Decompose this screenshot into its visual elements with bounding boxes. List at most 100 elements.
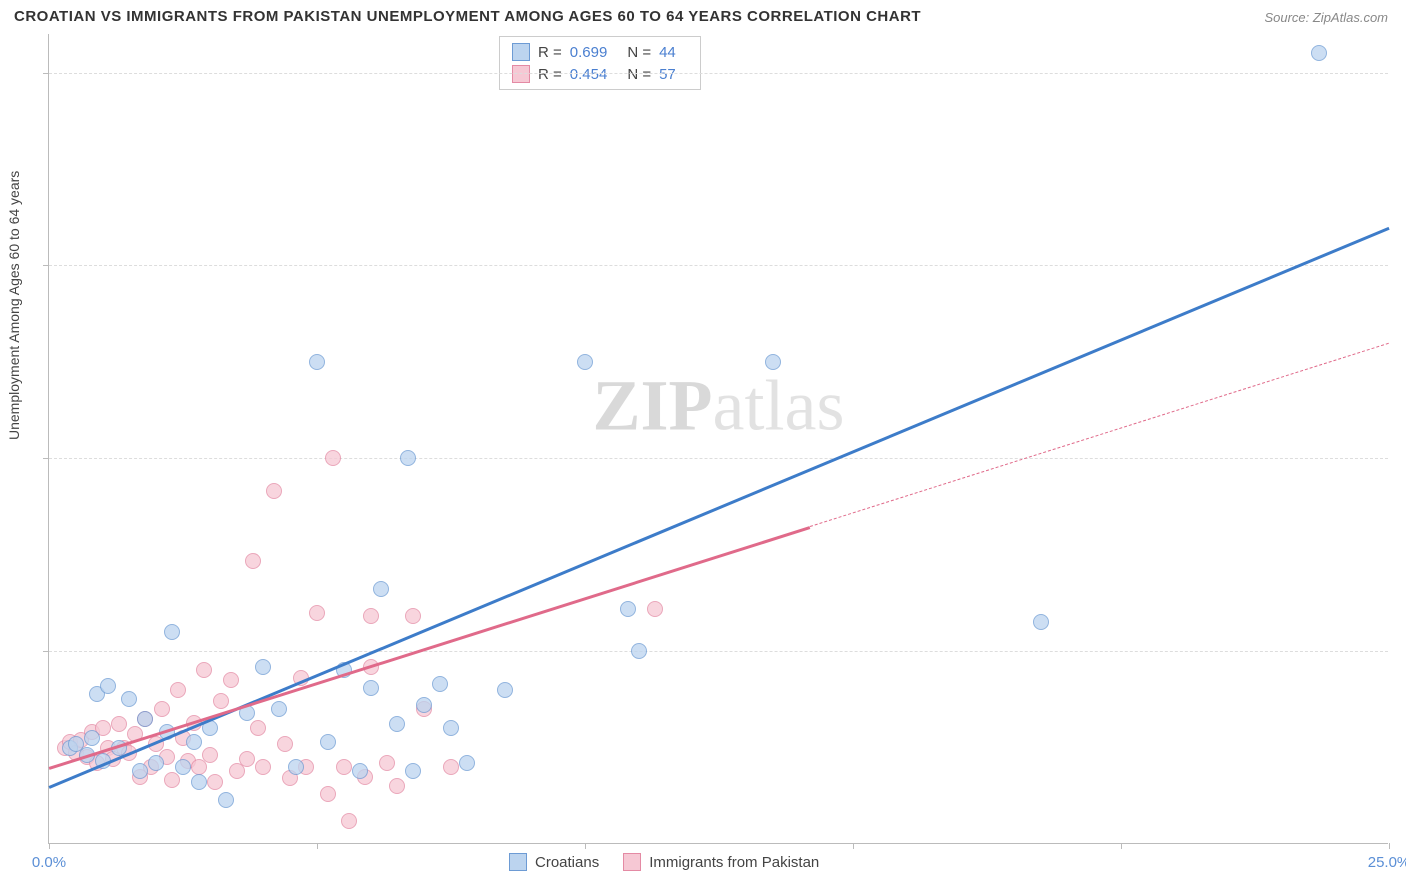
data-point	[245, 553, 261, 569]
x-tick-mark	[49, 843, 50, 849]
data-point	[250, 720, 266, 736]
gridline	[49, 458, 1388, 459]
stats-row-pakistan: R = 0.454 N = 57	[512, 63, 688, 85]
data-point	[132, 763, 148, 779]
gridline	[49, 651, 1388, 652]
data-point	[1311, 45, 1327, 61]
data-point	[223, 672, 239, 688]
data-point	[352, 763, 368, 779]
x-tick-mark	[1389, 843, 1390, 849]
y-tick-mark	[43, 651, 49, 652]
data-point	[277, 736, 293, 752]
data-point	[255, 759, 271, 775]
swatch-icon	[512, 43, 530, 61]
r-value: 0.699	[570, 44, 608, 61]
x-tick-label: 25.0%	[1368, 854, 1406, 871]
data-point	[111, 716, 127, 732]
source-attribution: Source: ZipAtlas.com	[1264, 10, 1388, 25]
bottom-legend: Croatians Immigrants from Pakistan	[509, 853, 819, 871]
data-point	[389, 716, 405, 732]
data-point	[379, 755, 395, 771]
chart-title: CROATIAN VS IMMIGRANTS FROM PAKISTAN UNE…	[14, 8, 921, 25]
n-label: N =	[627, 66, 651, 83]
gridline	[49, 73, 1388, 74]
data-point	[202, 747, 218, 763]
data-point	[497, 682, 513, 698]
data-point	[84, 730, 100, 746]
y-tick-mark	[43, 265, 49, 266]
stats-legend: R = 0.699 N = 44 R = 0.454 N = 57	[499, 36, 701, 90]
data-point	[266, 483, 282, 499]
data-point	[363, 608, 379, 624]
gridline	[49, 265, 1388, 266]
r-label: R =	[538, 44, 562, 61]
n-value: 57	[659, 66, 676, 83]
y-tick-mark	[43, 73, 49, 74]
stats-row-croatians: R = 0.699 N = 44	[512, 41, 688, 63]
data-point	[288, 759, 304, 775]
data-point	[320, 734, 336, 750]
n-value: 44	[659, 44, 676, 61]
data-point	[405, 763, 421, 779]
data-point	[336, 759, 352, 775]
data-point	[309, 354, 325, 370]
data-point	[1033, 614, 1049, 630]
data-point	[631, 643, 647, 659]
y-axis-label: Unemployment Among Ages 60 to 64 years	[6, 171, 22, 440]
data-point	[100, 678, 116, 694]
watermark: ZIPatlas	[593, 365, 845, 448]
x-tick-mark	[317, 843, 318, 849]
data-point	[154, 701, 170, 717]
legend-label: Immigrants from Pakistan	[649, 854, 819, 871]
data-point	[373, 581, 389, 597]
data-point	[207, 774, 223, 790]
data-point	[363, 680, 379, 696]
data-point	[325, 450, 341, 466]
data-point	[239, 751, 255, 767]
data-point	[432, 676, 448, 692]
data-point	[405, 608, 421, 624]
data-point	[320, 786, 336, 802]
data-point	[218, 792, 234, 808]
data-point	[309, 605, 325, 621]
data-point	[196, 662, 212, 678]
swatch-icon	[623, 853, 641, 871]
data-point	[765, 354, 781, 370]
data-point	[577, 354, 593, 370]
data-point	[164, 772, 180, 788]
data-point	[443, 720, 459, 736]
legend-item-pakistan: Immigrants from Pakistan	[623, 853, 819, 871]
swatch-icon	[512, 65, 530, 83]
data-point	[191, 774, 207, 790]
trend-line	[49, 526, 811, 769]
x-tick-mark	[853, 843, 854, 849]
data-point	[389, 778, 405, 794]
x-tick-label: 0.0%	[32, 854, 66, 871]
data-point	[213, 693, 229, 709]
data-point	[620, 601, 636, 617]
data-point	[459, 755, 475, 771]
data-point	[137, 711, 153, 727]
data-point	[400, 450, 416, 466]
r-label: R =	[538, 66, 562, 83]
data-point	[416, 697, 432, 713]
data-point	[271, 701, 287, 717]
r-value: 0.454	[570, 66, 608, 83]
data-point	[255, 659, 271, 675]
data-point	[647, 601, 663, 617]
swatch-icon	[509, 853, 527, 871]
data-point	[186, 734, 202, 750]
legend-item-croatians: Croatians	[509, 853, 599, 871]
data-point	[170, 682, 186, 698]
data-point	[148, 755, 164, 771]
n-label: N =	[627, 44, 651, 61]
x-tick-mark	[585, 843, 586, 849]
data-point	[164, 624, 180, 640]
data-point	[443, 759, 459, 775]
scatter-plot: ZIPatlas R = 0.699 N = 44 R = 0.454 N = …	[48, 34, 1388, 844]
data-point	[175, 759, 191, 775]
y-tick-mark	[43, 458, 49, 459]
legend-label: Croatians	[535, 854, 599, 871]
data-point	[341, 813, 357, 829]
x-tick-mark	[1121, 843, 1122, 849]
